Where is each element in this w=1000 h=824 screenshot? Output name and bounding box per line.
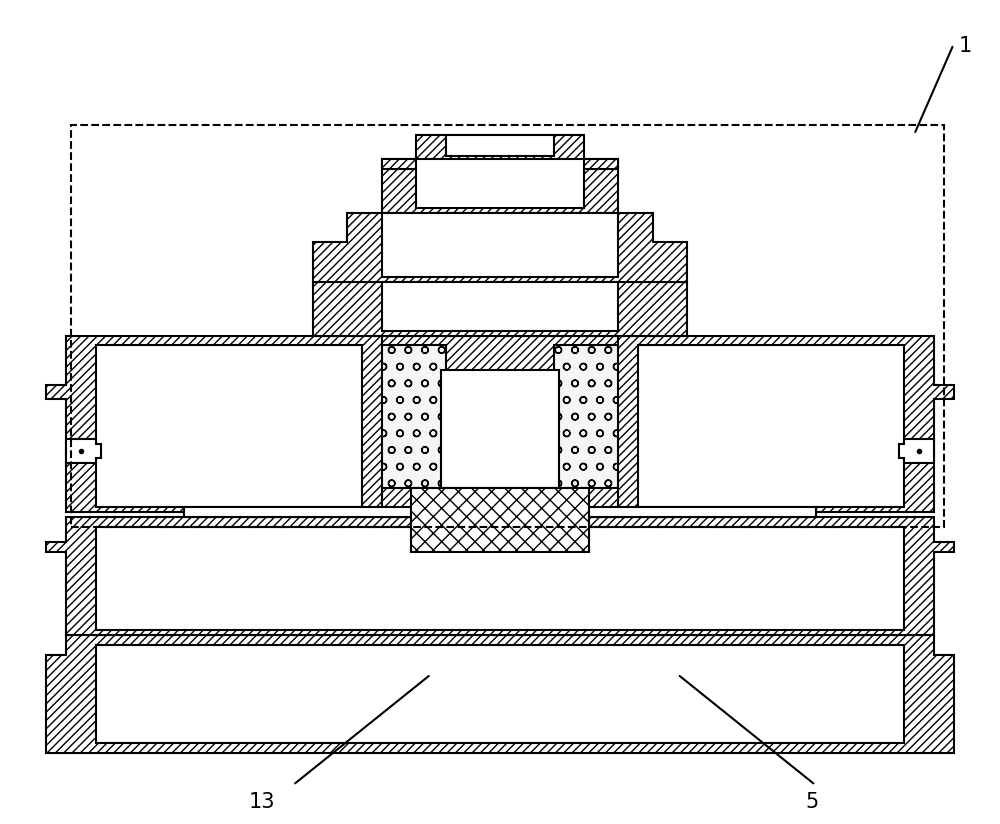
Text: 1: 1 xyxy=(959,36,972,56)
Bar xyxy=(416,159,584,208)
Bar xyxy=(96,345,362,508)
Bar xyxy=(441,370,559,488)
Bar xyxy=(184,508,411,517)
Text: 13: 13 xyxy=(249,792,275,812)
Bar xyxy=(411,488,589,551)
Polygon shape xyxy=(899,438,934,463)
Bar xyxy=(638,345,904,508)
Polygon shape xyxy=(46,335,954,517)
Bar xyxy=(96,527,904,630)
Polygon shape xyxy=(66,438,101,463)
Polygon shape xyxy=(46,635,954,753)
Bar xyxy=(382,345,446,488)
Polygon shape xyxy=(382,134,618,169)
Bar xyxy=(382,213,618,277)
Text: 5: 5 xyxy=(806,792,819,812)
Polygon shape xyxy=(313,213,687,282)
Bar xyxy=(589,508,816,517)
Polygon shape xyxy=(382,335,618,517)
Polygon shape xyxy=(46,517,954,635)
Bar xyxy=(382,282,618,330)
Bar xyxy=(71,124,944,527)
Polygon shape xyxy=(313,282,687,335)
Bar xyxy=(446,134,554,156)
Bar xyxy=(96,645,904,743)
Bar xyxy=(554,345,618,488)
Polygon shape xyxy=(382,159,618,213)
